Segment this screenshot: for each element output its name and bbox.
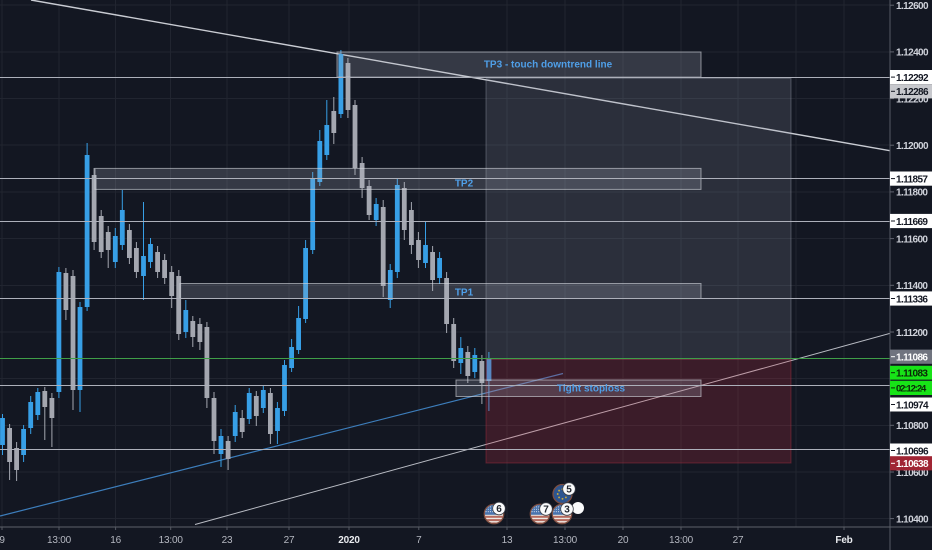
svg-text:1.10600: 1.10600	[896, 468, 929, 479]
svg-text:1.10696: 1.10696	[896, 446, 929, 457]
svg-text:1.11800: 1.11800	[896, 188, 928, 199]
svg-text:1.12286: 1.12286	[896, 87, 929, 98]
svg-text:1.12292: 1.12292	[896, 73, 929, 84]
svg-text:9: 9	[0, 535, 5, 546]
svg-text:02:12:24: 02:12:24	[896, 384, 927, 395]
svg-text:1.12400: 1.12400	[896, 48, 929, 59]
svg-text:1.12200: 1.12200	[896, 94, 929, 105]
svg-text:13:00: 13:00	[553, 535, 578, 546]
svg-text:1.10400: 1.10400	[896, 514, 929, 525]
svg-text:20: 20	[618, 535, 629, 546]
svg-text:13:00: 13:00	[669, 535, 694, 546]
svg-text:Feb: Feb	[835, 535, 852, 546]
svg-text:1.11086: 1.11086	[896, 353, 928, 364]
svg-text:1.10800: 1.10800	[896, 421, 929, 432]
svg-text:1.11669: 1.11669	[896, 217, 928, 228]
svg-text:1.11336: 1.11336	[896, 294, 928, 305]
svg-text:1.11083: 1.11083	[896, 369, 928, 380]
svg-text:1.12600: 1.12600	[896, 1, 929, 12]
svg-text:TP1: TP1	[455, 288, 474, 299]
svg-text:1.10974: 1.10974	[896, 400, 929, 411]
svg-text:3: 3	[564, 505, 570, 516]
svg-text:16: 16	[110, 535, 121, 546]
svg-text:6: 6	[496, 504, 502, 515]
svg-text:1.11200: 1.11200	[896, 328, 928, 339]
svg-text:7: 7	[416, 535, 422, 546]
svg-text:13: 13	[502, 535, 513, 546]
svg-text:27: 27	[284, 535, 295, 546]
svg-text:1.12000: 1.12000	[896, 141, 929, 152]
svg-text:Tight stoploss: Tight stoploss	[557, 384, 626, 395]
svg-text:TP2: TP2	[455, 179, 474, 190]
svg-text:TP3 - touch downtrend line: TP3 - touch downtrend line	[484, 60, 613, 71]
svg-text:5: 5	[566, 485, 572, 496]
svg-text:1.11857: 1.11857	[896, 174, 928, 185]
svg-text:1.10638: 1.10638	[896, 459, 929, 470]
svg-text:7: 7	[543, 505, 549, 516]
svg-text:27: 27	[733, 535, 744, 546]
svg-text:1.11400: 1.11400	[896, 281, 928, 292]
svg-text:13:00: 13:00	[159, 535, 184, 546]
svg-text:1.11600: 1.11600	[896, 234, 928, 245]
svg-text:13:00: 13:00	[47, 535, 72, 546]
svg-text:23: 23	[222, 535, 233, 546]
svg-text:2020: 2020	[338, 535, 360, 546]
